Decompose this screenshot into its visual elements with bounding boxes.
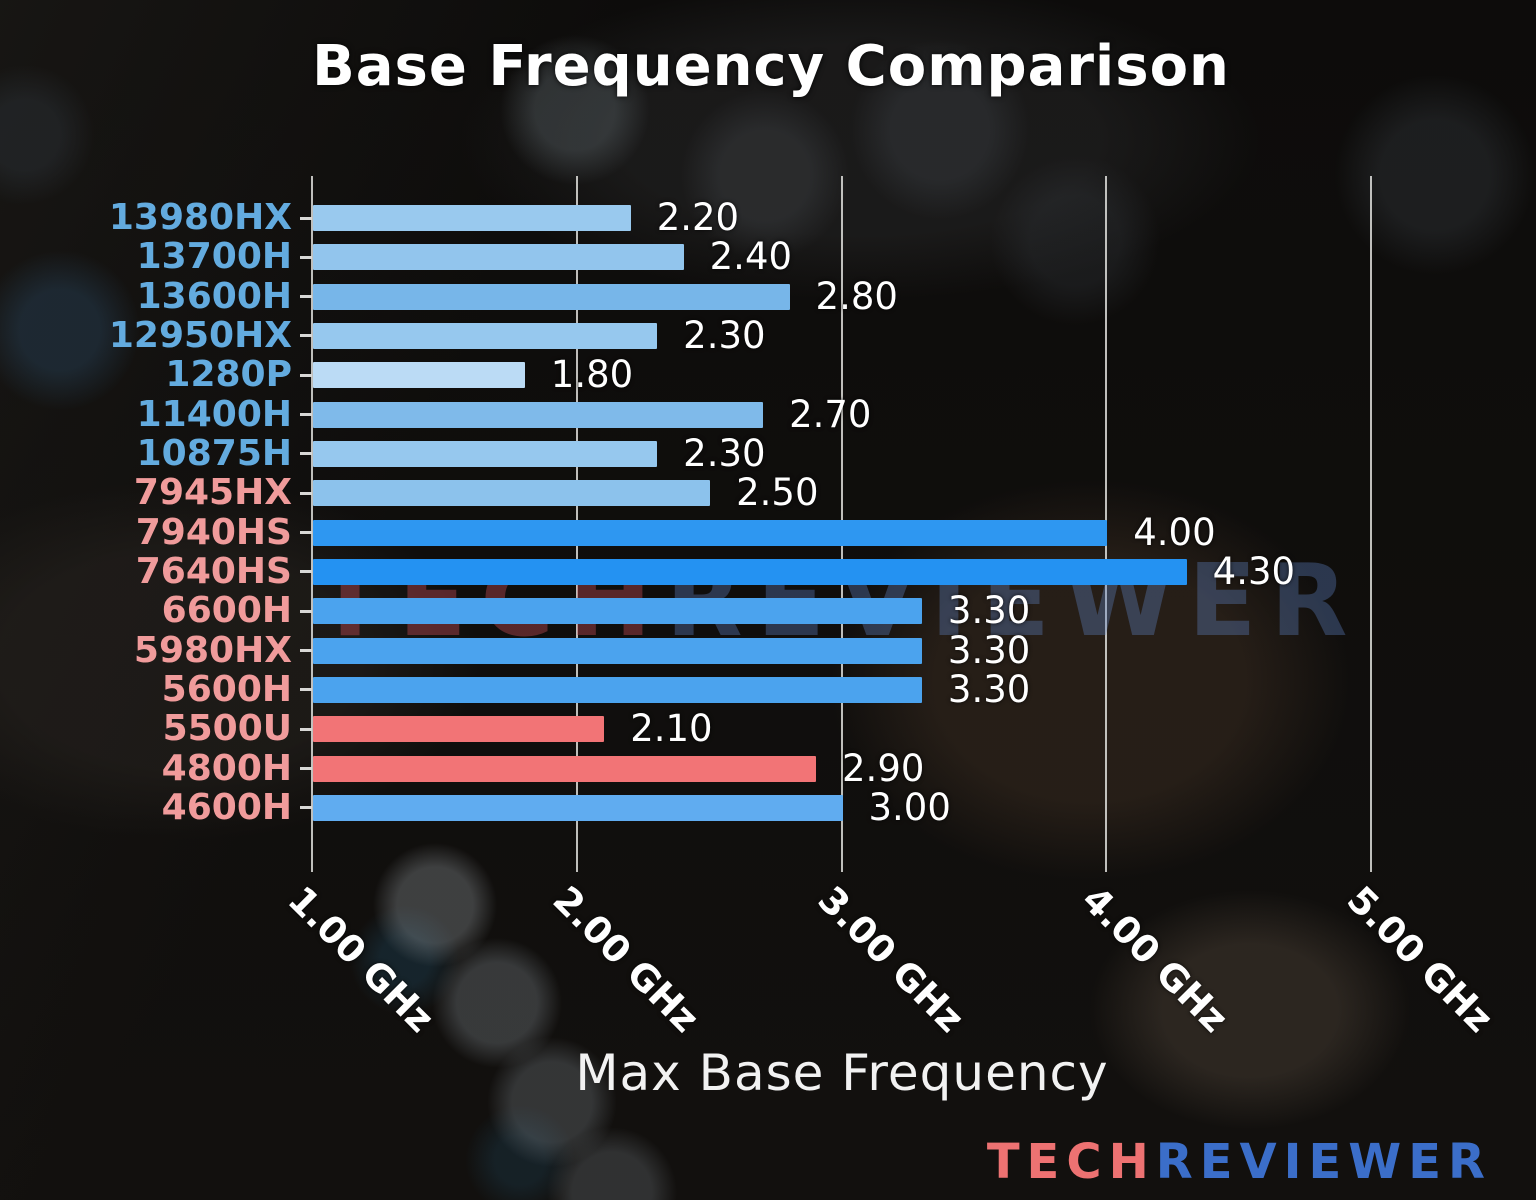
axis-tick-mark [840, 858, 843, 872]
bar-label: 5980HX [133, 629, 292, 671]
bar-label: 6600H [161, 590, 292, 632]
bar-label: 10875H [136, 432, 292, 474]
brand-logo-reviewer: REVIEWER [1155, 1134, 1492, 1190]
bar [313, 637, 922, 664]
bar-value-label: 3.30 [947, 589, 1031, 633]
brand-logo-tech: TECH [986, 1134, 1156, 1190]
row-tick-mark [300, 295, 312, 299]
row-tick-mark [300, 609, 312, 613]
bar-label: 13980HX [108, 197, 292, 238]
bar-value-label: 2.30 [683, 313, 766, 357]
row-tick-mark [300, 413, 312, 417]
row-tick-mark [300, 767, 312, 771]
gridline [1105, 176, 1108, 858]
row-tick-mark [300, 216, 312, 220]
bar-value-label: 2.80 [815, 274, 898, 318]
bar-label: 4600H [161, 786, 292, 828]
bar-label: 7640HS [135, 550, 292, 592]
bar-value-label: 2.40 [709, 235, 793, 279]
bar [313, 519, 1108, 546]
x-axis-title: Max Base Frequency [575, 1044, 1109, 1102]
row-tick-mark [300, 334, 312, 338]
row-tick-mark [300, 373, 312, 377]
gridline [1370, 176, 1372, 858]
bar-value-label: 4.30 [1212, 549, 1296, 593]
gridline [840, 176, 843, 858]
bar-label: 4800H [161, 747, 292, 789]
row-tick-mark [300, 688, 312, 692]
bar-value-label: 3.00 [868, 785, 951, 829]
x-tick-label: 5.00 GHz [1338, 878, 1502, 1041]
bar-value-label: 2.70 [789, 392, 872, 436]
bar [313, 558, 1187, 585]
axis-tick-mark [1370, 858, 1372, 872]
row-tick-mark [300, 727, 312, 731]
bar-label: 1280P [165, 354, 292, 396]
bar-value-label: 3.30 [947, 628, 1031, 672]
bar-value-label: 1.80 [550, 353, 634, 397]
bar-value-label: 2.30 [683, 431, 766, 475]
bar [313, 480, 711, 507]
bar [313, 598, 922, 625]
bar-label: 11400H [136, 393, 292, 435]
bar-value-label: 2.90 [842, 746, 925, 790]
bar-value-label: 2.20 [656, 196, 740, 239]
row-tick-mark [300, 570, 312, 574]
row-tick-mark [300, 491, 312, 495]
gridline [311, 176, 313, 858]
bar-label: 12950HX [108, 314, 292, 356]
bar [313, 244, 684, 271]
bar [313, 283, 790, 310]
row-tick-mark [300, 452, 312, 456]
bar-label: 7945HX [133, 472, 292, 514]
bar-label: 7940HS [135, 511, 292, 553]
row-tick-mark [300, 255, 312, 259]
bar-value-label: 3.30 [947, 667, 1031, 711]
bar-label: 5500U [162, 708, 292, 750]
x-tick-label: 4.00 GHz [1073, 878, 1237, 1041]
axis-tick-mark [575, 858, 578, 872]
bar-value-label: 2.10 [630, 707, 713, 751]
row-tick-mark [300, 806, 312, 810]
bar-label: 13700H [136, 236, 292, 278]
brand-logo: TECHREVIEWER [987, 1134, 1492, 1190]
axis-tick-mark [311, 858, 313, 872]
bar-value-label: 2.50 [736, 471, 819, 515]
bar [313, 794, 843, 821]
bar-value-label: 4.00 [1133, 510, 1216, 554]
bar-label: 13600H [136, 275, 292, 317]
x-tick-label: 1.00 GHz [279, 878, 443, 1041]
axis-tick-mark [1105, 858, 1108, 872]
bar [313, 440, 658, 467]
bar [313, 205, 631, 231]
chart-title: Base Frequency Comparison [312, 34, 1230, 99]
bar-label: 5600H [161, 668, 292, 710]
bar [313, 755, 817, 782]
bar [313, 716, 605, 743]
row-tick-mark [300, 649, 312, 653]
bar [313, 401, 764, 428]
gridline [575, 176, 578, 858]
bar [313, 322, 658, 349]
x-tick-label: 3.00 GHz [809, 878, 972, 1041]
bar [313, 362, 525, 389]
x-tick-label: 2.00 GHz [544, 878, 708, 1041]
row-tick-mark [300, 531, 312, 535]
bar [313, 676, 922, 703]
